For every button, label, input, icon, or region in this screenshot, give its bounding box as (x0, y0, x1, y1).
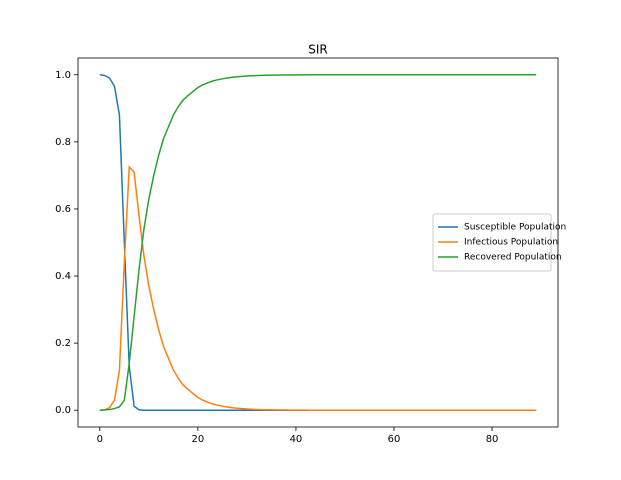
legend-box (432, 213, 552, 272)
legend: Susceptible Population Infectious Populat… (432, 213, 566, 272)
y-tick-label: 0.0 (55, 405, 71, 416)
y-tick-label: 0.6 (55, 204, 71, 215)
x-tick-label: 80 (486, 434, 499, 445)
x-tick-label: 0 (97, 434, 103, 445)
legend-label: Infectious Population (464, 238, 558, 248)
series-line (99, 74, 537, 411)
series-line (99, 165, 537, 411)
x-tick-label: 40 (290, 434, 303, 445)
y-tick-label: 0.2 (55, 338, 71, 349)
y-tick-label: 0.4 (55, 271, 71, 282)
y-tick-label: 0.8 (55, 137, 71, 148)
legend-label: Recovered Population (464, 253, 562, 263)
x-tick-label: 60 (388, 434, 401, 445)
legend-label: Susceptible Population (464, 223, 566, 233)
plot-frame (77, 57, 559, 428)
y-tick-label: 1.0 (55, 70, 71, 81)
chart-title: SIR (308, 43, 328, 57)
x-tick-label: 20 (192, 434, 205, 445)
